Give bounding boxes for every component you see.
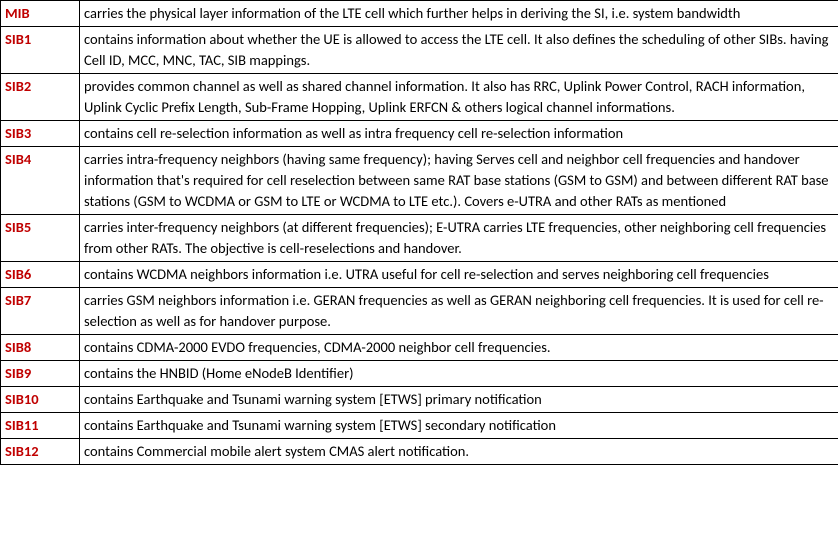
table-row: MIB carries the physical layer informati… (1, 1, 838, 27)
sib-table-body: MIB carries the physical layer informati… (1, 1, 838, 465)
sib-description: carries intra-frequency neighbors (havin… (80, 147, 838, 215)
table-row: SIB7 carries GSM neighbors information i… (1, 288, 838, 335)
table-row: SIB2 provides common channel as well as … (1, 74, 838, 121)
sib-description: contains information about whether the U… (80, 27, 838, 74)
table-row: SIB1 contains information about whether … (1, 27, 838, 74)
sib-description: carries GSM neighbors information i.e. G… (80, 288, 838, 335)
sib-label: SIB5 (1, 215, 80, 262)
table-row: SIB10 contains Earthquake and Tsunami wa… (1, 387, 838, 413)
sib-label: SIB7 (1, 288, 80, 335)
sib-label: SIB3 (1, 121, 80, 147)
sib-label: SIB9 (1, 361, 80, 387)
sib-label: SIB6 (1, 262, 80, 288)
sib-description: provides common channel as well as share… (80, 74, 838, 121)
sib-description: carries inter-frequency neighbors (at di… (80, 215, 838, 262)
table-row: SIB6 contains WCDMA neighbors informatio… (1, 262, 838, 288)
sib-description: contains Earthquake and Tsunami warning … (80, 387, 838, 413)
table-row: SIB8 contains CDMA-2000 EVDO frequencies… (1, 335, 838, 361)
sib-description: contains the HNBID (Home eNodeB Identifi… (80, 361, 838, 387)
sib-description: carries the physical layer information o… (80, 1, 838, 27)
sib-description: contains WCDMA neighbors information i.e… (80, 262, 838, 288)
sib-label: MIB (1, 1, 80, 27)
sib-label: SIB1 (1, 27, 80, 74)
sib-description: contains Commercial mobile alert system … (80, 439, 838, 465)
sib-label: SIB4 (1, 147, 80, 215)
sib-label: SIB2 (1, 74, 80, 121)
table-row: SIB5 carries inter-frequency neighbors (… (1, 215, 838, 262)
sib-description: contains Earthquake and Tsunami warning … (80, 413, 838, 439)
table-row: SIB4 carries intra-frequency neighbors (… (1, 147, 838, 215)
sib-description: contains cell re-selection information a… (80, 121, 838, 147)
sib-label: SIB11 (1, 413, 80, 439)
table-row: SIB9 contains the HNBID (Home eNodeB Ide… (1, 361, 838, 387)
sib-label: SIB10 (1, 387, 80, 413)
table-row: SIB11 contains Earthquake and Tsunami wa… (1, 413, 838, 439)
sib-label: SIB8 (1, 335, 80, 361)
sib-label: SIB12 (1, 439, 80, 465)
sib-table: MIB carries the physical layer informati… (0, 0, 838, 465)
table-row: SIB3 contains cell re-selection informat… (1, 121, 838, 147)
sib-description: contains CDMA-2000 EVDO frequencies, CDM… (80, 335, 838, 361)
table-row: SIB12 contains Commercial mobile alert s… (1, 439, 838, 465)
